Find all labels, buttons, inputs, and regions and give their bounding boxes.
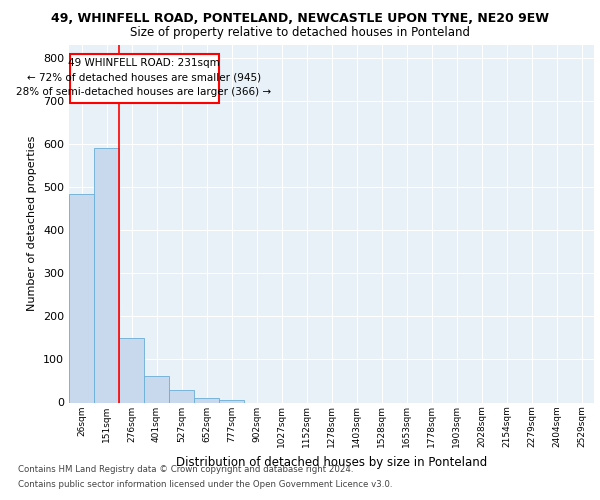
Bar — [194, 398, 219, 402]
Bar — [144, 376, 169, 402]
X-axis label: Distribution of detached houses by size in Ponteland: Distribution of detached houses by size … — [176, 456, 487, 468]
Y-axis label: Number of detached properties: Number of detached properties — [28, 136, 37, 312]
Bar — [119, 338, 144, 402]
Text: 28% of semi-detached houses are larger (366) →: 28% of semi-detached houses are larger (… — [16, 88, 272, 98]
Bar — [70, 54, 218, 103]
Bar — [69, 194, 94, 402]
Bar — [94, 148, 119, 403]
Bar — [219, 400, 244, 402]
Bar — [169, 390, 194, 402]
Text: 49 WHINFELL ROAD: 231sqm: 49 WHINFELL ROAD: 231sqm — [68, 58, 220, 68]
Text: Contains public sector information licensed under the Open Government Licence v3: Contains public sector information licen… — [18, 480, 392, 489]
Text: ← 72% of detached houses are smaller (945): ← 72% of detached houses are smaller (94… — [27, 72, 261, 83]
Text: 49, WHINFELL ROAD, PONTELAND, NEWCASTLE UPON TYNE, NE20 9EW: 49, WHINFELL ROAD, PONTELAND, NEWCASTLE … — [51, 12, 549, 26]
Text: Size of property relative to detached houses in Ponteland: Size of property relative to detached ho… — [130, 26, 470, 39]
Text: Contains HM Land Registry data © Crown copyright and database right 2024.: Contains HM Land Registry data © Crown c… — [18, 465, 353, 474]
